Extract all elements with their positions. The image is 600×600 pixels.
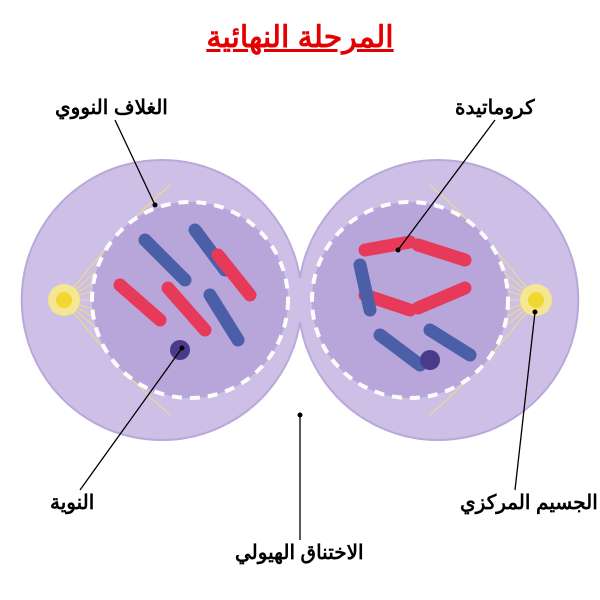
label-cytokinesis: الاختناق الهيولي [235, 540, 364, 565]
label-nuclear-envelope: الغلاف النووي [55, 95, 168, 120]
label-centrosome: الجسيم المركزي [460, 490, 598, 515]
label-chromatid: كروماتيدة [455, 95, 535, 120]
label-nucleolus: النوية [50, 490, 94, 515]
